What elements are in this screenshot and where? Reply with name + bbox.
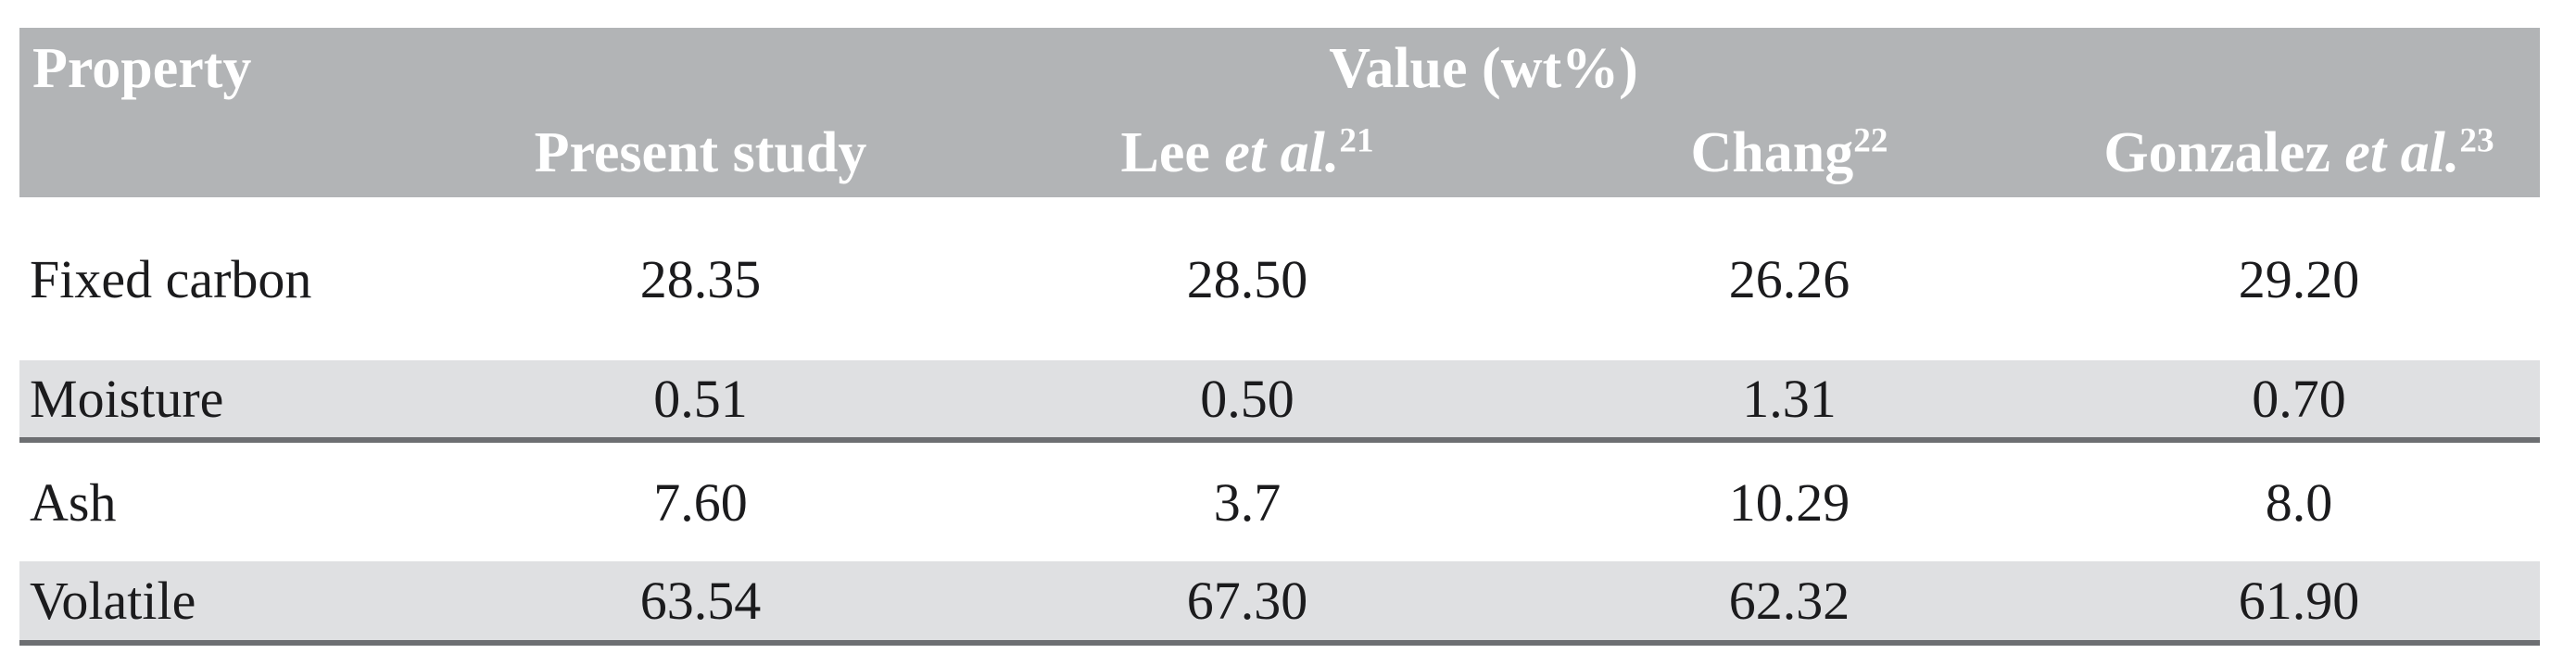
value-cell: 63.54 bbox=[639, 571, 762, 631]
property-cell: Fixed carbon bbox=[30, 248, 312, 309]
property-cell: Ash bbox=[30, 471, 117, 533]
value-cell: 62.32 bbox=[1728, 571, 1850, 631]
table-header: Property Value (wt%) Present study Lee et… bbox=[19, 28, 2540, 197]
column-header-0: Present study bbox=[427, 120, 974, 186]
column-header-2: Chang22 bbox=[1521, 120, 2058, 186]
value-cell: 7.60 bbox=[653, 471, 748, 533]
column-header-1: Lee et al.21 bbox=[974, 120, 1521, 186]
table-row-ash: Ash 7.60 3.7 10.29 8.0 bbox=[19, 443, 2540, 561]
column-header-segment: Chang bbox=[1690, 121, 1854, 184]
value-cell: 26.26 bbox=[1728, 248, 1850, 309]
property-cell: Moisture bbox=[30, 369, 224, 429]
value-cell: 0.70 bbox=[2252, 369, 2346, 429]
column-header-3: Gonzalez et al.23 bbox=[2058, 120, 2540, 186]
value-cell: 28.50 bbox=[1186, 248, 1308, 309]
column-header-segment: 23 bbox=[2459, 121, 2494, 160]
value-cell: 29.20 bbox=[2238, 248, 2360, 309]
column-header-segment: 21 bbox=[1339, 121, 1374, 160]
property-cell: Volatile bbox=[30, 571, 196, 631]
column-header-segment: Lee bbox=[1120, 121, 1225, 184]
value-cell: 1.31 bbox=[1742, 369, 1837, 429]
table-row-fixed-carbon: Fixed carbon 28.35 28.50 26.26 29.20 bbox=[19, 197, 2540, 360]
table-row-moisture: Moisture 0.51 0.50 1.31 0.70 bbox=[19, 360, 2540, 443]
value-cell: 0.50 bbox=[1200, 369, 1294, 429]
value-cell: 61.90 bbox=[2238, 571, 2360, 631]
column-header-segment: 22 bbox=[1853, 121, 1888, 160]
table-body: Fixed carbon 28.35 28.50 26.26 29.20 Moisture… bbox=[19, 197, 2540, 646]
value-cell: 3.7 bbox=[1213, 471, 1282, 533]
header-property: Property bbox=[32, 36, 252, 100]
value-cell: 28.35 bbox=[639, 248, 762, 309]
column-header-segment: et al. bbox=[1224, 121, 1340, 184]
column-header-segment: Gonzalez bbox=[2103, 121, 2345, 184]
value-cell: 10.29 bbox=[1728, 471, 1850, 533]
value-cell: 8.0 bbox=[2265, 471, 2333, 533]
table-row-volatile: Volatile 63.54 67.30 62.32 61.90 bbox=[19, 561, 2540, 646]
header-group-row: Property Value (wt%) bbox=[19, 28, 2540, 109]
header-columns-row: Present study Lee et al.21 Chang22 Gonzalez… bbox=[19, 109, 2540, 197]
value-cell: 67.30 bbox=[1186, 571, 1308, 631]
column-header-segment: Present study bbox=[534, 121, 867, 184]
value-cell: 0.51 bbox=[653, 369, 748, 429]
header-value-group: Value (wt%) bbox=[1329, 36, 1638, 100]
data-table: Property Value (wt%) Present study Lee et… bbox=[19, 28, 2540, 646]
column-header-segment: et al. bbox=[2344, 121, 2460, 184]
